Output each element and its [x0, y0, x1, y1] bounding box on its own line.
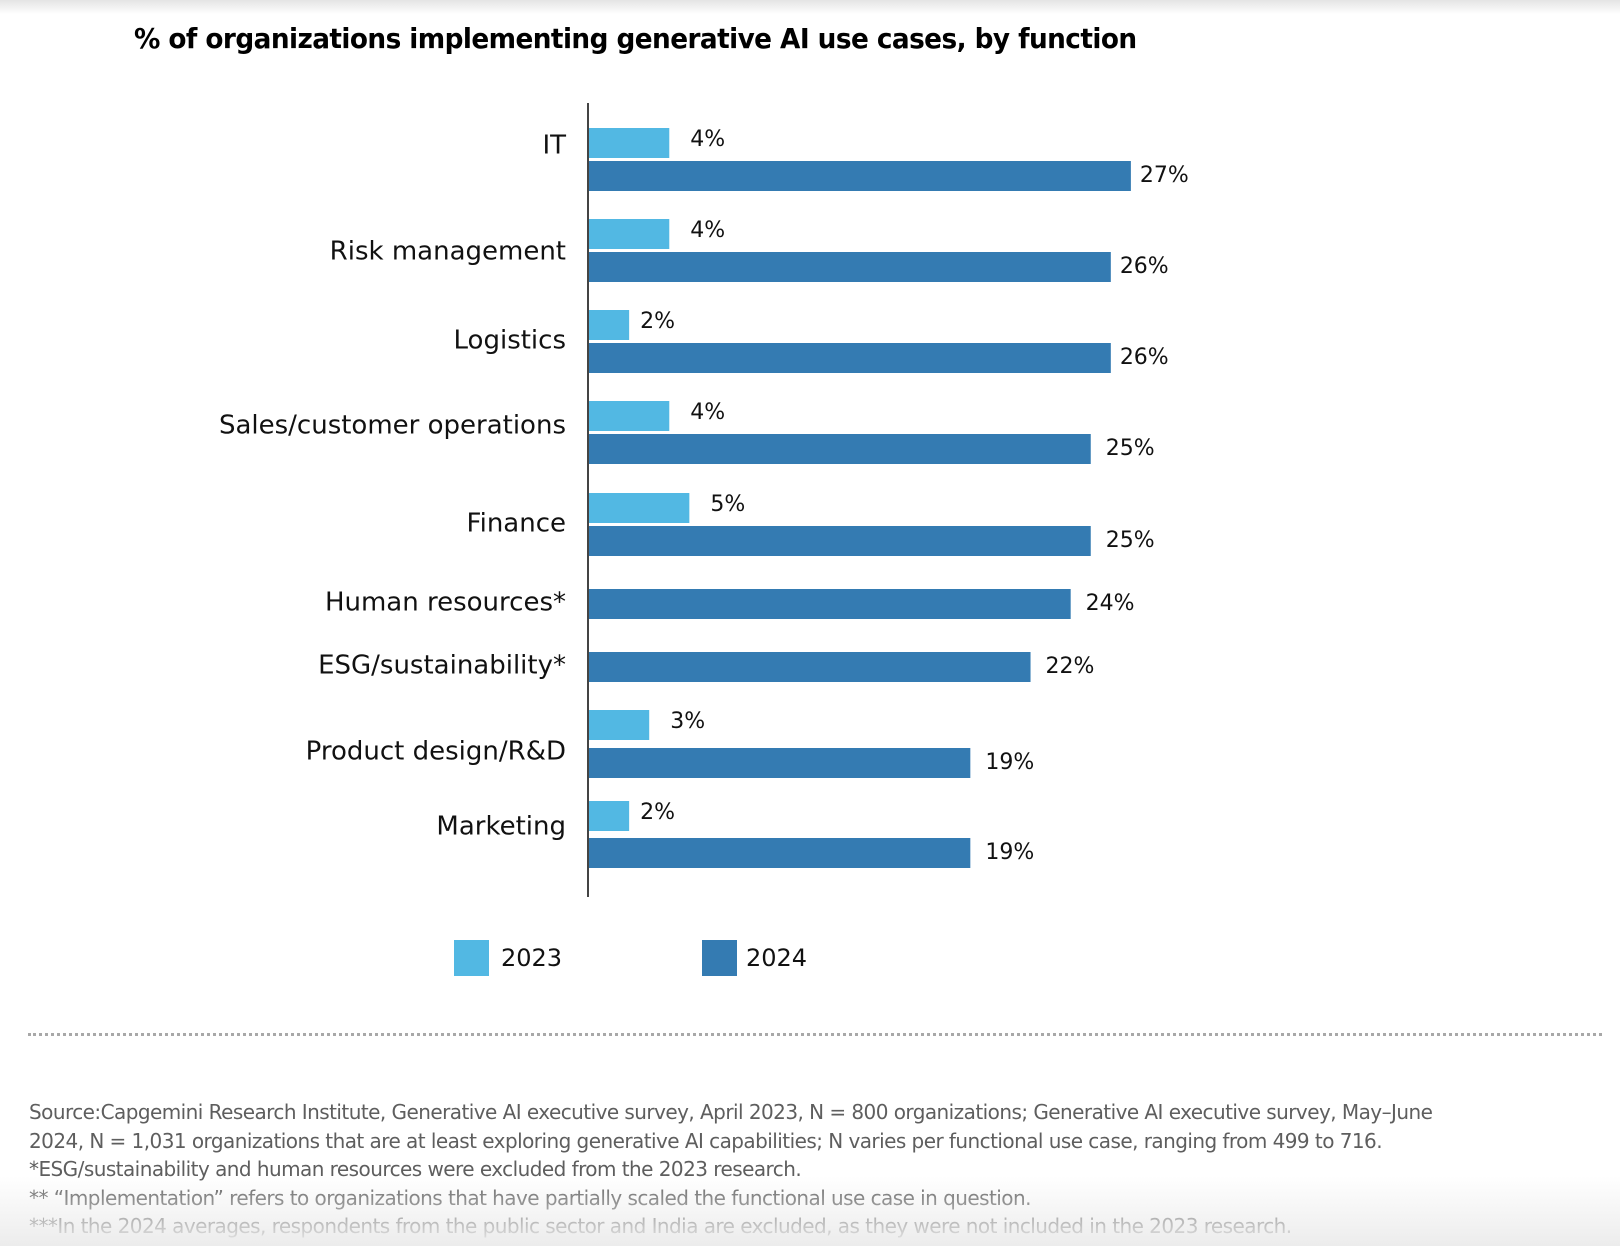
bar-2024-marketing	[589, 838, 971, 868]
category-label-finance: Finance	[467, 509, 566, 539]
category-label-logistics: Logistics	[454, 326, 566, 356]
legend-swatch-2023	[454, 940, 489, 976]
bar-2023-sales-customer-operations	[589, 401, 670, 431]
value-label-2023-finance: 5%	[710, 492, 745, 517]
value-label-2024-it: 27%	[1140, 163, 1189, 188]
bar-2024-esg-sustainability	[589, 652, 1031, 682]
legend-label-2023: 2023	[501, 944, 562, 972]
category-label-marketing: Marketing	[436, 812, 566, 842]
legend-swatch-2024	[702, 940, 737, 976]
bar-2023-risk-management	[589, 219, 670, 249]
footnotes: Source:Capgemini Research Institute, Gen…	[29, 1098, 1599, 1241]
bar-2024-sales-customer-operations	[589, 434, 1091, 464]
footnote-implementation-definition: ** “Implementation” refers to organizati…	[29, 1185, 1031, 1210]
value-label-2024-finance: 25%	[1106, 528, 1155, 553]
dotted-divider	[28, 1033, 1602, 1036]
bar-2024-human-resources	[589, 589, 1071, 619]
value-label-2024-human-resources: 24%	[1086, 591, 1135, 616]
legend-label-2024: 2024	[746, 944, 807, 972]
value-label-2023-it: 4%	[690, 127, 725, 152]
value-label-2023-risk-management: 4%	[690, 218, 725, 243]
bar-2024-risk-management	[589, 252, 1111, 282]
footnote-source-line-2: 2024, N = 1,031 organizations that are a…	[29, 1128, 1383, 1153]
bar-2024-finance	[589, 526, 1091, 556]
category-label-risk-management: Risk management	[330, 237, 566, 267]
category-labels: IT Risk management Logistics Sales/customer…	[219, 131, 566, 842]
top-shade	[0, 0, 1620, 14]
bar-2023-marketing	[589, 801, 630, 831]
category-label-it: IT	[542, 131, 566, 161]
bar-2024-product-design-r-d	[589, 748, 971, 778]
value-label-2024-risk-management: 26%	[1120, 254, 1169, 279]
category-label-product-design-r-d: Product design/R&D	[306, 737, 566, 767]
category-label-esg-sustainability: ESG/sustainability*	[318, 651, 566, 681]
chart-title: % of organizations implementing generati…	[134, 22, 1137, 55]
bar-2024-it	[589, 161, 1131, 191]
value-label-2024-logistics: 26%	[1120, 345, 1169, 370]
legend: 2023 2024	[454, 940, 807, 976]
value-label-2023-logistics: 2%	[640, 309, 675, 334]
value-label-2023-sales-customer-operations: 4%	[690, 400, 725, 425]
bar-2023-it	[589, 128, 670, 158]
value-labels: 4% 27% 4% 26% 2% 26% 4% 25% 5% 25% 24% 22% 3% 19% 2% 19…	[640, 127, 1189, 865]
category-label-human-resources: Human resources*	[325, 588, 566, 618]
value-label-2024-marketing: 19%	[985, 840, 1034, 865]
bars-group	[589, 128, 1131, 868]
bar-2023-product-design-r-d	[589, 710, 650, 740]
bar-2023-finance	[589, 493, 690, 523]
value-label-2023-product-design-r-d: 3%	[670, 709, 705, 734]
bar-2023-logistics	[589, 310, 630, 340]
footnote-2024-averages: ***In the 2024 averages, respondents fro…	[29, 1214, 1292, 1238]
value-label-2024-sales-customer-operations: 25%	[1106, 436, 1155, 461]
footnote-source-line-1: Source:Capgemini Research Institute, Gen…	[29, 1100, 1433, 1124]
bar-chart: IT Risk management Logistics Sales/customer…	[219, 103, 1189, 976]
category-label-sales-customer-operations: Sales/customer operations	[219, 411, 566, 441]
footnote-esg-hr-exclusion: *ESG/sustainability and human resources …	[29, 1157, 802, 1181]
value-label-2024-product-design-r-d: 19%	[985, 750, 1034, 775]
value-label-2024-esg-sustainability: 22%	[1046, 654, 1095, 679]
bar-2024-logistics	[589, 343, 1111, 373]
value-label-2023-marketing: 2%	[640, 800, 675, 825]
